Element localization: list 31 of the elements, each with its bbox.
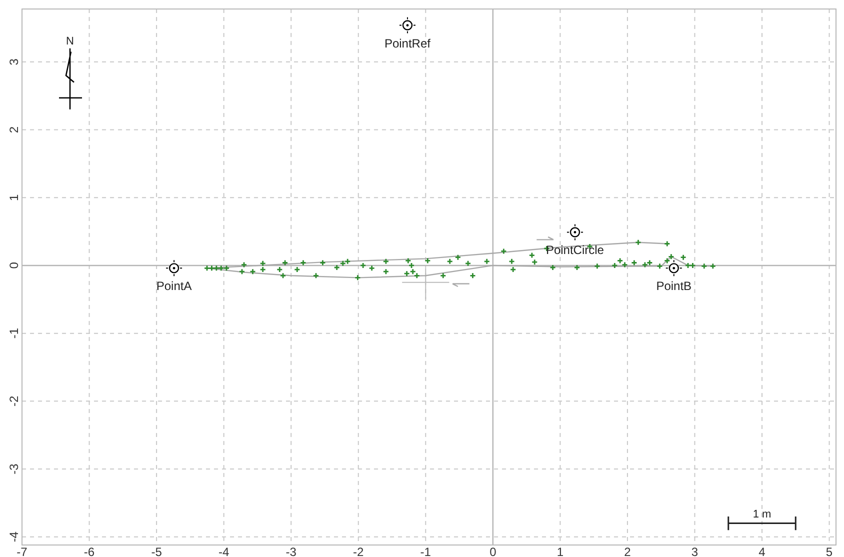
annotation: N xyxy=(66,35,74,48)
x-tick-label: -3 xyxy=(286,545,297,557)
x-tick-label: 2 xyxy=(624,545,632,557)
point xyxy=(166,260,183,277)
y-tick-label: 2 xyxy=(7,126,21,134)
x-tick-label: -1 xyxy=(420,545,432,557)
series-label: PointRef xyxy=(384,36,432,50)
x-tick-label: 0 xyxy=(490,545,497,557)
x-tick-label: -5 xyxy=(151,545,162,557)
x-tick-label: 1 xyxy=(556,545,564,557)
series-label: PointA xyxy=(156,279,192,294)
x-tick-label: -4 xyxy=(218,545,230,557)
y-tick-label: -2 xyxy=(7,396,21,406)
x-tick-label: 3 xyxy=(691,545,698,557)
x-tick-label: -6 xyxy=(84,545,95,557)
x-tick-label: 4 xyxy=(758,545,766,557)
x-tick-label: -7 xyxy=(16,545,28,557)
y-tick-label: 1 xyxy=(7,194,21,201)
y-tick-label: -1 xyxy=(7,328,21,339)
x-tick-label: -2 xyxy=(353,545,364,557)
y-tick-label: -3 xyxy=(7,463,21,474)
series-label: PointB xyxy=(656,279,692,294)
point xyxy=(398,16,416,34)
x-tick-label: 5 xyxy=(826,545,833,557)
series-label: PointCircle xyxy=(546,243,604,258)
y-tick-label: -4 xyxy=(7,531,21,542)
y-tick-label: 0 xyxy=(7,262,21,269)
annotation: 1 m xyxy=(752,508,772,520)
y-tick-label: 3 xyxy=(7,58,21,66)
point xyxy=(665,260,682,277)
point xyxy=(566,224,584,241)
